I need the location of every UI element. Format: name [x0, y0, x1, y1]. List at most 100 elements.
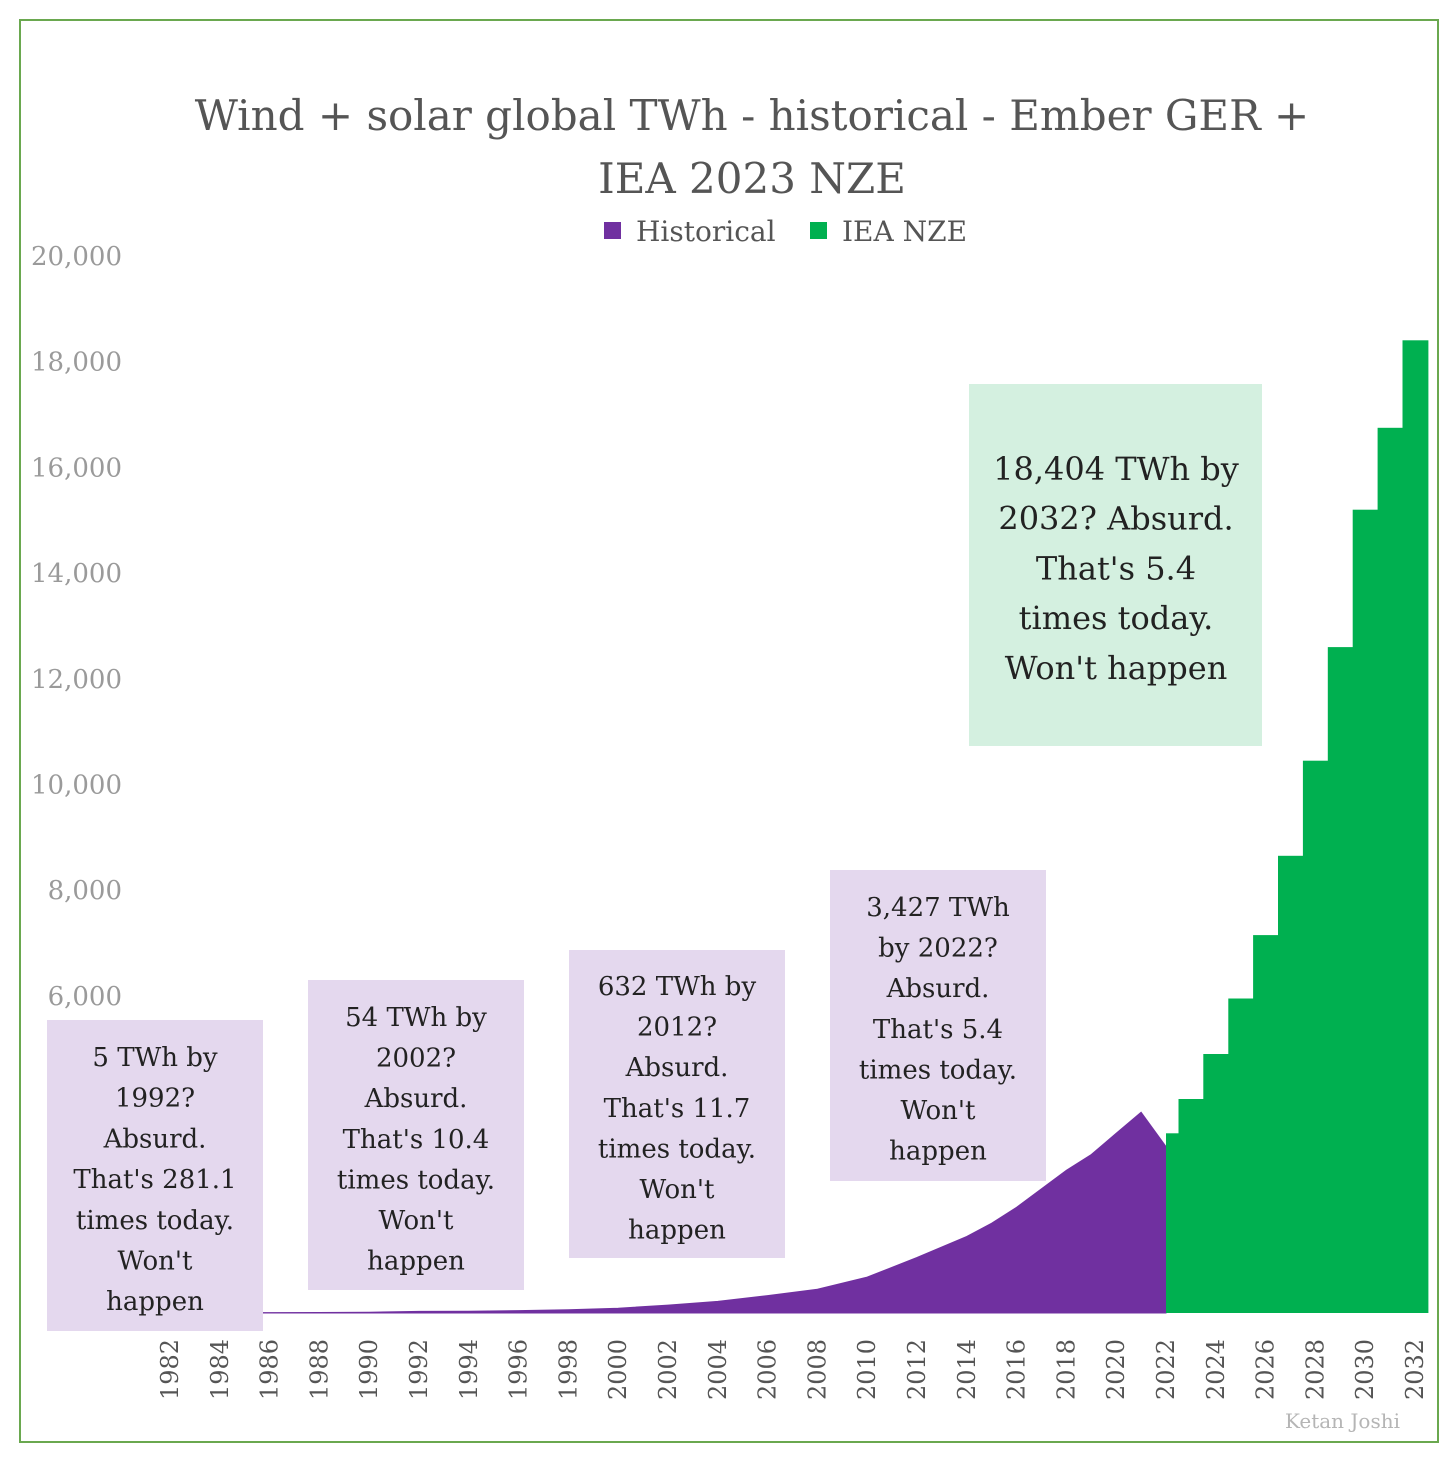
chart-title-line: Wind + solar global TWh - historical - E…	[195, 91, 1310, 140]
annotation-box: 18,404 TWh by 2032? Absurd. That's 5.4 time…	[969, 384, 1262, 746]
chart-legend: Historical IEA NZE	[604, 215, 967, 248]
annotation-text-line: 632 TWh by	[598, 972, 757, 1002]
x-tick-label: 1982	[156, 1339, 184, 1400]
annotation-text-line: Won't	[901, 1096, 977, 1126]
y-tick-label: 14,000	[31, 559, 122, 589]
y-tick-label: 16,000	[31, 453, 122, 483]
nze-step-bar	[1327, 647, 1354, 1313]
historical-area	[169, 1111, 1167, 1314]
y-tick-label: 18,000	[31, 348, 122, 378]
x-tick-label: 2018	[1052, 1339, 1080, 1400]
x-tick-label: 2008	[803, 1339, 831, 1400]
annotation-text-line: times today.	[859, 1055, 1017, 1085]
nze-step-bar	[1253, 935, 1279, 1313]
y-tick-label: 10,000	[31, 771, 122, 801]
annotation-background	[830, 870, 1046, 1181]
annotation-text-line: That's 10.4	[343, 1125, 490, 1155]
y-tick-label: 20,000	[31, 242, 122, 272]
annotation-text-line: Absurd.	[625, 1053, 729, 1083]
y-tick-label: 12,000	[31, 665, 122, 695]
nze-step-bar	[1377, 427, 1404, 1313]
x-axis: 1982 1984 1986 1988 1990 1992 1994 1996 1998 2000…	[156, 1339, 1429, 1400]
annotation-text-line: Absurd.	[886, 974, 990, 1004]
y-axis: 6,000 8,000 10,000 12,000 14,000 16,000 18,000…	[31, 242, 122, 1012]
chart-title-line: IEA 2023 NZE	[598, 154, 906, 203]
annotation-box: 54 TWh by 2002? Absurd. That's 10.4 times to…	[308, 980, 524, 1290]
annotation-text-line: 54 TWh by	[345, 1003, 487, 1033]
annotation-text-line: happen	[106, 1287, 204, 1317]
annotation-box: 632 TWh by 2012? Absurd. That's 11.7 times t…	[569, 950, 785, 1258]
annotation-text-line: 18,404 TWh by	[993, 450, 1239, 488]
x-tick-label: 1988	[305, 1339, 333, 1400]
annotation-text-line: 2012?	[637, 1013, 717, 1043]
annotation-box: 5 TWh by 1992? Absurd. That's 281.1 times to…	[47, 1020, 263, 1331]
annotation-background	[969, 384, 1262, 746]
nze-step-bar	[1166, 1133, 1180, 1313]
x-tick-label: 2002	[654, 1339, 682, 1400]
annotation-background	[47, 1020, 263, 1331]
annotation-text-line: Absurd.	[364, 1084, 468, 1114]
x-tick-label: 2028	[1301, 1339, 1329, 1400]
x-tick-label: 2014	[953, 1339, 981, 1400]
nze-step-bar	[1178, 1099, 1205, 1313]
annotation-text-line: That's 5.4	[1036, 549, 1196, 587]
nze-step-bar	[1278, 855, 1304, 1313]
annotation-background	[308, 980, 524, 1290]
author-credit: Ketan Joshi	[1285, 1409, 1400, 1433]
annotation-background	[569, 950, 785, 1258]
x-tick-label: 1990	[355, 1339, 383, 1400]
annotation-box: 3,427 TWh by 2022? Absurd. That's 5.4 times …	[830, 870, 1046, 1181]
x-tick-label: 2000	[604, 1339, 632, 1400]
x-tick-label: 2016	[1003, 1339, 1031, 1400]
chart-annotations: 5 TWh by 1992? Absurd. That's 281.1 times to…	[47, 384, 1262, 1331]
annotation-text-line: times today.	[337, 1165, 495, 1195]
x-tick-label: 2030	[1351, 1339, 1379, 1400]
x-tick-label: 2026	[1252, 1339, 1280, 1400]
annotation-text-line: 2002?	[376, 1044, 456, 1074]
annotation-text-line: Won't happen	[1005, 649, 1228, 687]
legend-label: Historical	[636, 215, 776, 248]
x-tick-label: 1984	[206, 1339, 234, 1400]
y-tick-label: 6,000	[48, 982, 122, 1012]
annotation-text-line: 5 TWh by	[92, 1043, 218, 1073]
annotation-text-line: That's 281.1	[73, 1165, 236, 1195]
x-tick-label: 2006	[754, 1339, 782, 1400]
annotation-text-line: times today.	[76, 1206, 234, 1236]
chart-series	[169, 340, 1429, 1314]
annotation-text-line: 2032? Absurd.	[998, 500, 1233, 538]
nze-step-bar	[1203, 1054, 1230, 1313]
legend-label: IEA NZE	[842, 215, 967, 248]
annotation-text-line: happen	[889, 1137, 987, 1167]
annotation-text-line: times today.	[598, 1134, 756, 1164]
annotation-text-line: happen	[628, 1216, 726, 1246]
x-tick-label: 2032	[1401, 1339, 1429, 1400]
annotation-text-line: times today.	[1019, 599, 1214, 637]
x-tick-label: 2022	[1152, 1339, 1180, 1400]
legend-swatch	[604, 222, 621, 239]
annotation-text-line: Absurd.	[103, 1124, 207, 1154]
nze-step-bar	[1228, 998, 1255, 1313]
x-tick-label: 1986	[256, 1339, 284, 1400]
x-tick-label: 2024	[1202, 1339, 1230, 1400]
x-tick-label: 2020	[1102, 1339, 1130, 1400]
x-tick-label: 1994	[455, 1339, 483, 1400]
x-tick-label: 1998	[554, 1339, 582, 1400]
x-tick-label: 2010	[853, 1339, 881, 1400]
annotation-text-line: Won't	[379, 1206, 455, 1236]
nze-step-bar	[1402, 340, 1429, 1313]
x-tick-label: 2004	[704, 1339, 732, 1400]
annotation-text-line: 3,427 TWh	[866, 893, 1010, 923]
annotation-text-line: Won't	[640, 1175, 716, 1205]
annotation-text-line: happen	[367, 1247, 465, 1277]
nze-step-bar	[1302, 760, 1329, 1313]
x-tick-label: 1996	[505, 1339, 533, 1400]
annotation-text-line: 1992?	[115, 1084, 195, 1114]
annotation-text-line: by 2022?	[878, 934, 998, 964]
chart-title: Wind + solar global TWh - historical - E…	[195, 91, 1310, 203]
x-tick-label: 2012	[903, 1339, 931, 1400]
y-tick-label: 8,000	[48, 876, 122, 906]
x-tick-label: 1992	[405, 1339, 433, 1400]
chart-credit: Ketan Joshi	[1285, 1409, 1400, 1433]
nze-step-bar	[1352, 509, 1379, 1313]
